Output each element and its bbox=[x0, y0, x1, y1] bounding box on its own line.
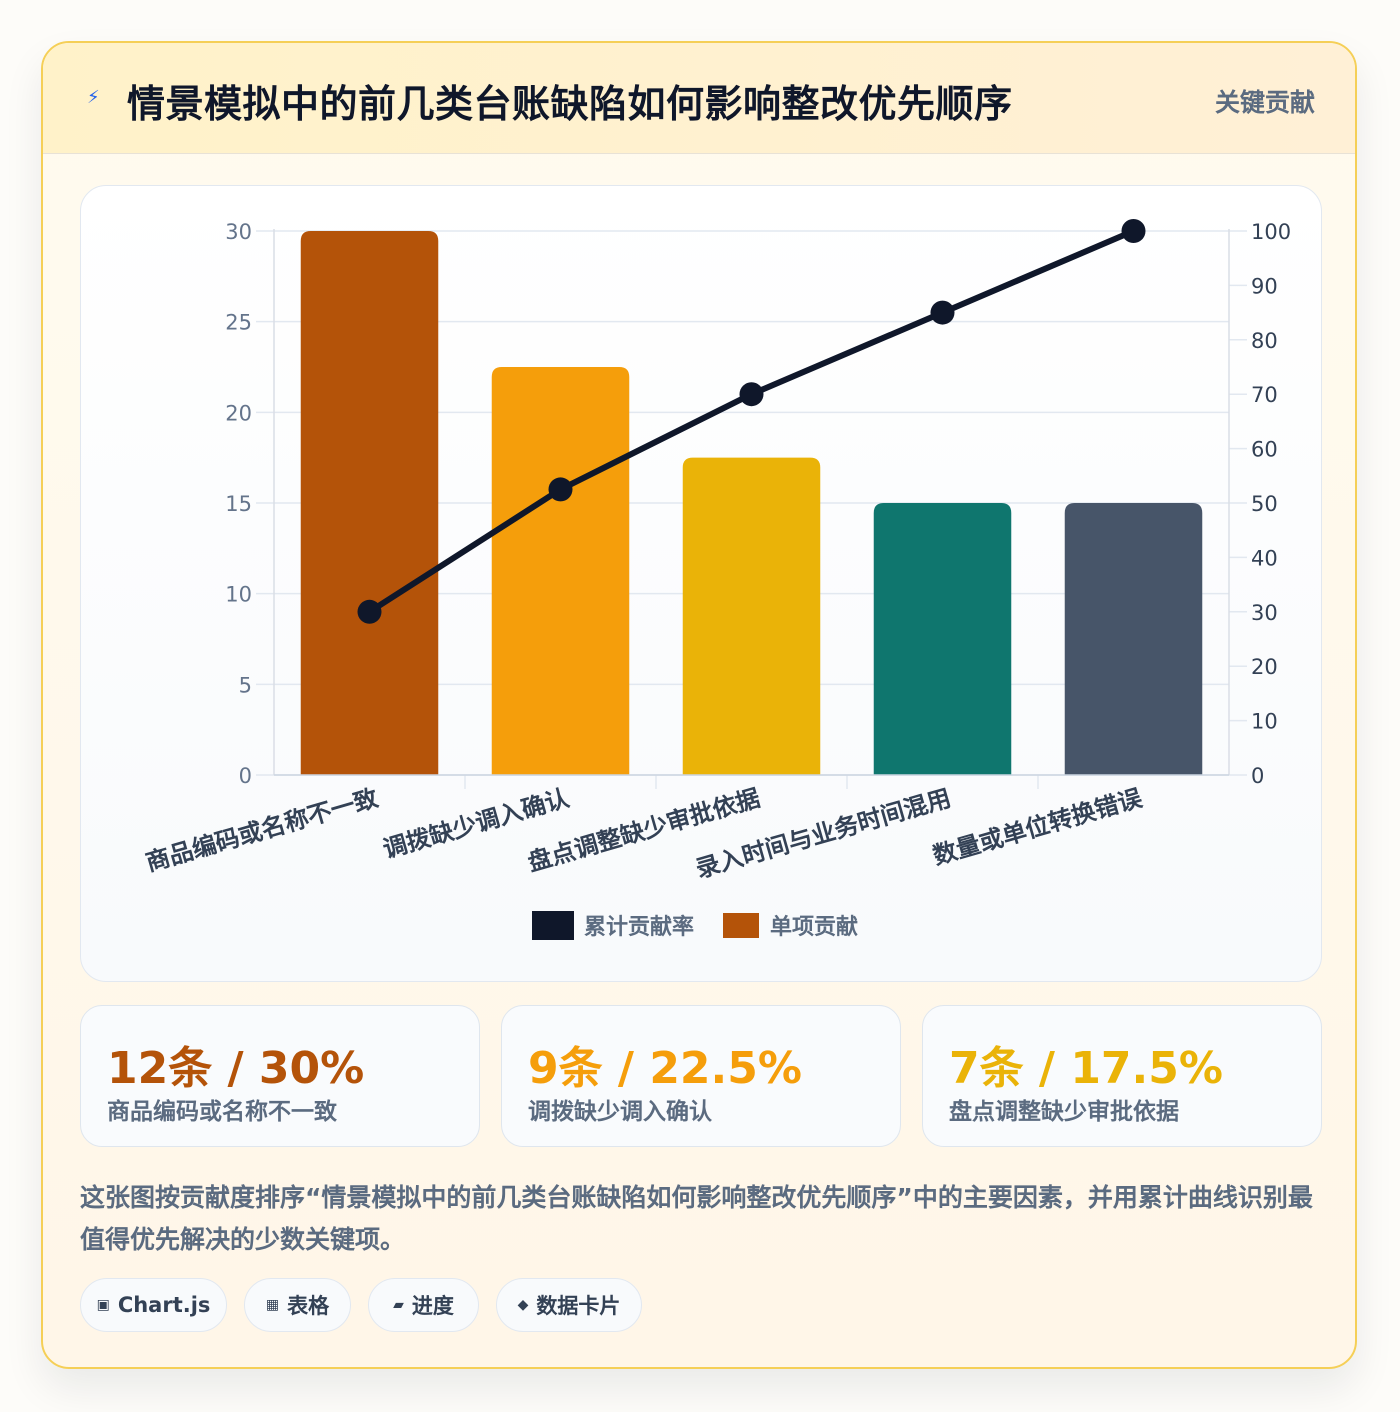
stat-label-3: 盘点调整缺少审批依据 bbox=[949, 1099, 1179, 1125]
bar bbox=[682, 457, 820, 775]
line-point bbox=[1121, 218, 1145, 243]
page-title: 情景模拟中的前几类台账缺陷如何影响整改优先顺序 bbox=[127, 82, 1013, 126]
diamond-icon: ◆ bbox=[517, 1297, 529, 1313]
y-left-tick-label: 15 bbox=[225, 492, 252, 516]
main-card: ⚡ 情景模拟中的前几类台账缺陷如何影响整改优先顺序 关键贡献 0 5 10 15 20 2… bbox=[41, 41, 1357, 1369]
y-right-tick-label: 0 bbox=[1251, 764, 1264, 788]
y-left-tick-label: 5 bbox=[238, 673, 251, 697]
stat-card-1: 12条 / 30% 商品编码或名称不一致 bbox=[80, 1005, 480, 1147]
stat-value-2: 9条 / 22.5% bbox=[528, 1043, 802, 1094]
legend-label-single: 单项贡献 bbox=[770, 914, 858, 940]
y-right-tick-label: 90 bbox=[1251, 274, 1278, 298]
legend-label-cumulative: 累计贡献率 bbox=[584, 914, 694, 940]
stat-value-1: 12条 / 30% bbox=[107, 1043, 365, 1094]
y-right-tick-label: 30 bbox=[1251, 600, 1278, 624]
y-right-tick-label: 40 bbox=[1251, 546, 1278, 570]
line-point bbox=[548, 476, 572, 501]
line-point bbox=[930, 300, 954, 325]
legend-swatch-single bbox=[722, 912, 759, 938]
x-tick-label: 数量或单位转换错误 bbox=[929, 783, 1145, 870]
stat-card-2: 9条 / 22.5% 调拨缺少调入确认 bbox=[501, 1005, 901, 1147]
pill-progress[interactable]: ▰ 进度 bbox=[368, 1278, 479, 1332]
card-header: ⚡ 情景模拟中的前几类台账缺陷如何影响整改优先顺序 关键贡献 bbox=[43, 43, 1355, 154]
y-right-tick-label: 20 bbox=[1251, 655, 1278, 679]
bar bbox=[491, 366, 629, 775]
y-left-tick-label: 30 bbox=[225, 220, 252, 244]
bar bbox=[873, 502, 1011, 775]
chart-icon: ▣ bbox=[96, 1297, 110, 1313]
header-tag: 关键贡献 bbox=[1214, 88, 1315, 117]
legend-swatch-cumulative bbox=[531, 910, 574, 940]
y-right-tick-label: 80 bbox=[1251, 328, 1278, 352]
stat-value-3: 7条 / 17.5% bbox=[949, 1043, 1223, 1094]
bar bbox=[300, 230, 438, 775]
stat-label-2: 调拨缺少调入确认 bbox=[528, 1099, 712, 1125]
pareto-chart: 0 5 10 15 20 25 30 0 10 20 30 40 50 60 70 80 90 100 商品编码或名… bbox=[142, 218, 1291, 940]
line-point bbox=[357, 599, 381, 624]
line-point bbox=[739, 381, 763, 406]
chart-description: 这张图按贡献度排序“情景模拟中的前几类台账缺陷如何影响整改优先顺序”中的主要因素… bbox=[80, 1183, 1313, 1254]
y-right-tick-label: 60 bbox=[1251, 437, 1278, 461]
bar bbox=[1064, 502, 1202, 775]
chart-panel: 0 5 10 15 20 25 30 0 10 20 30 40 50 60 70 80 90 100 商品编码或名… bbox=[80, 185, 1322, 982]
pill-label: Chart.js bbox=[117, 1293, 211, 1317]
y-right-tick-label: 10 bbox=[1251, 709, 1278, 733]
y-left-tick-label: 0 bbox=[238, 764, 251, 788]
pill-label: 表格 bbox=[287, 1294, 330, 1318]
y-right-tick-label: 100 bbox=[1251, 220, 1291, 244]
lightning-icon: ⚡ bbox=[87, 87, 100, 108]
pill-table[interactable]: ▦ 表格 bbox=[244, 1278, 351, 1332]
stat-label-1: 商品编码或名称不一致 bbox=[107, 1099, 337, 1125]
y-right-tick-label: 70 bbox=[1251, 383, 1278, 407]
y-right-tick-label: 50 bbox=[1251, 492, 1278, 516]
pill-label: 进度 bbox=[411, 1294, 454, 1318]
pill-data-cards[interactable]: ◆ 数据卡片 bbox=[496, 1278, 642, 1332]
pill-label: 数据卡片 bbox=[536, 1294, 621, 1318]
y-left-tick-label: 10 bbox=[225, 582, 252, 606]
pill-chartjs[interactable]: ▣ Chart.js bbox=[80, 1278, 227, 1332]
progress-icon: ▰ bbox=[393, 1297, 404, 1313]
y-left-tick-label: 20 bbox=[225, 401, 252, 425]
table-icon: ▦ bbox=[265, 1297, 280, 1313]
x-tick-label: 商品编码或名称不一致 bbox=[142, 783, 381, 876]
y-left-tick-label: 25 bbox=[225, 310, 252, 334]
stat-card-3: 7条 / 17.5% 盘点调整缺少审批依据 bbox=[922, 1005, 1322, 1147]
